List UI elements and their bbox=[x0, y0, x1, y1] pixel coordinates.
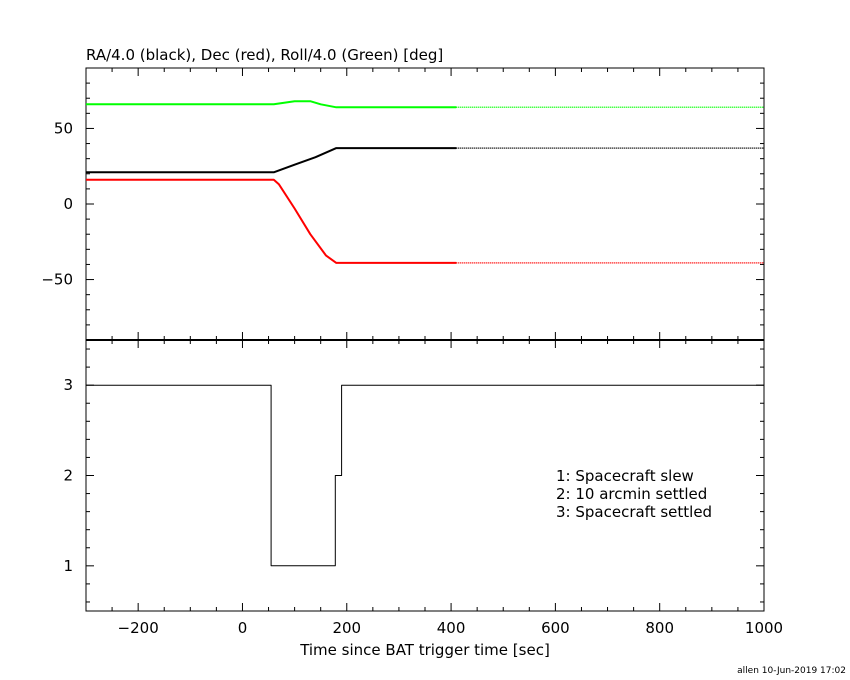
series-line bbox=[86, 100, 457, 109]
series-line bbox=[86, 178, 457, 264]
legend-entry: 1: Spacecraft slew bbox=[556, 467, 694, 485]
y-tick-label: 2 bbox=[63, 467, 73, 485]
top-panel-axes: −50 0 50 bbox=[41, 67, 765, 341]
y-tick-label: −50 bbox=[41, 271, 73, 289]
legend-entry: 2: 10 arcmin settled bbox=[556, 485, 707, 503]
top-panel-frame bbox=[85, 67, 765, 341]
legend-entry: 3: Spacecraft settled bbox=[556, 503, 712, 521]
x-tick-label: 600 bbox=[541, 619, 570, 637]
x-tick-label: 200 bbox=[332, 619, 361, 637]
x-tick-label: 400 bbox=[437, 619, 466, 637]
series-line bbox=[86, 147, 457, 174]
y-tick-label: 3 bbox=[63, 376, 73, 394]
x-tick-label: 1000 bbox=[745, 619, 783, 637]
bottom-panel-series bbox=[86, 384, 764, 567]
y-tick-label: 1 bbox=[63, 557, 73, 575]
x-tick-label: 0 bbox=[238, 619, 248, 637]
series-line bbox=[86, 384, 764, 567]
x-tick-label: 800 bbox=[645, 619, 674, 637]
top-panel-title: RA/4.0 (black), Dec (red), Roll/4.0 (Gre… bbox=[86, 46, 443, 64]
bottom-panel-axes: 1 2 3 −200 0 200 400 600 800 1000 bbox=[63, 340, 783, 637]
bottom-panel: 1 2 3 −200 0 200 400 600 800 1000 1: Spacecraft s… bbox=[63, 339, 783, 659]
y-tick-label: 50 bbox=[54, 119, 73, 137]
x-axis-label: Time since BAT trigger time [sec] bbox=[299, 641, 550, 659]
x-tick-label: −200 bbox=[118, 619, 159, 637]
top-panel: −50 0 50 RA/4.0 (black), Dec (red), Roll/4… bbox=[41, 46, 765, 341]
top-panel-series bbox=[86, 100, 764, 264]
footer-stamp: allen 10-Jun-2019 17:02 bbox=[737, 666, 846, 676]
y-tick-label: 0 bbox=[63, 195, 73, 213]
